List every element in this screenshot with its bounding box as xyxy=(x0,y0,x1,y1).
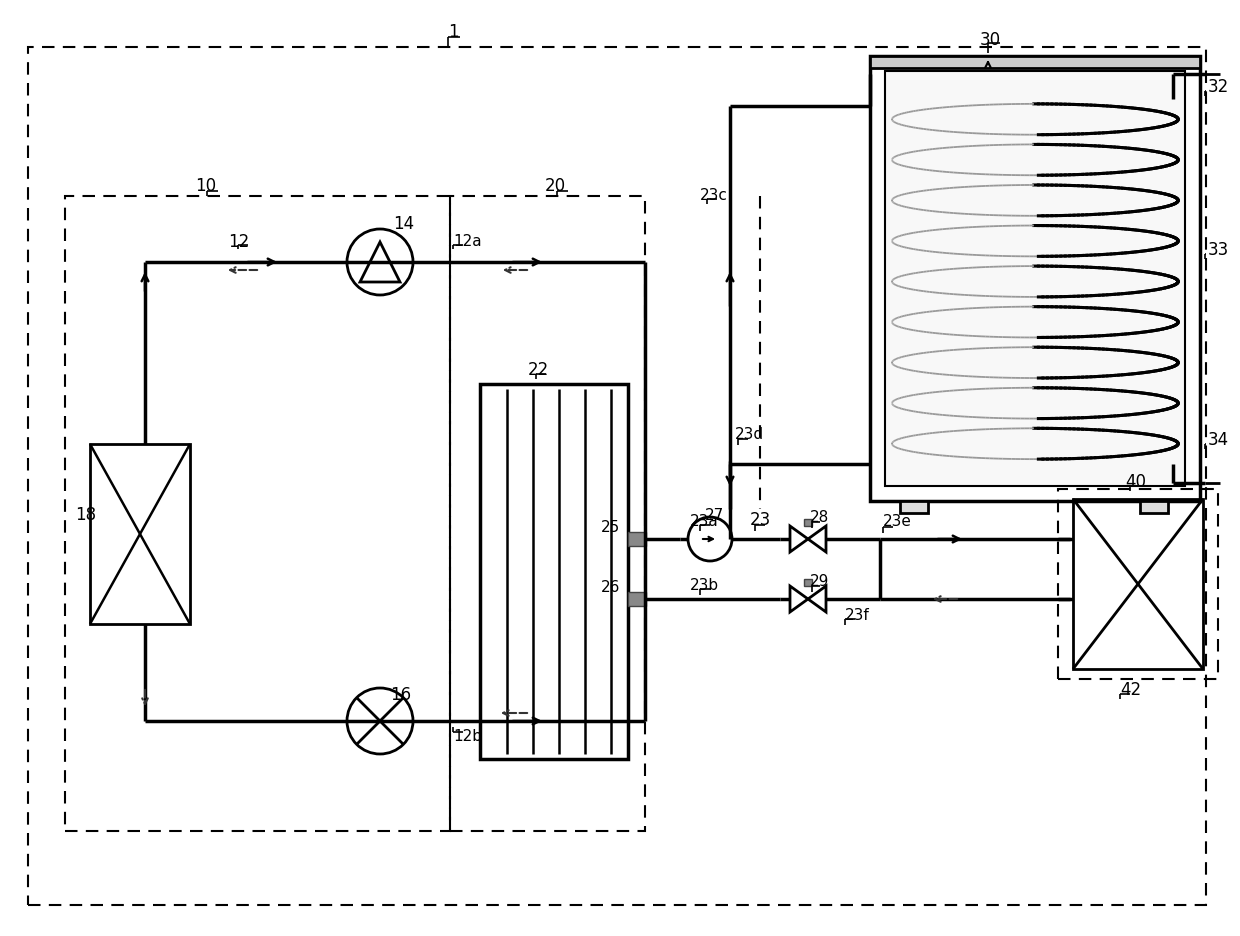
Text: 14: 14 xyxy=(393,214,414,233)
Circle shape xyxy=(688,518,732,562)
Polygon shape xyxy=(900,502,928,514)
Polygon shape xyxy=(1140,502,1168,514)
Text: 34: 34 xyxy=(1208,431,1229,448)
Text: 25: 25 xyxy=(600,519,620,535)
Text: 12a: 12a xyxy=(453,234,481,249)
Text: 29: 29 xyxy=(810,574,830,589)
Text: 32: 32 xyxy=(1208,78,1229,95)
Text: 23e: 23e xyxy=(883,514,911,529)
Text: 23c: 23c xyxy=(701,187,728,202)
Text: 18: 18 xyxy=(74,505,97,523)
Polygon shape xyxy=(870,57,1200,69)
Text: 28: 28 xyxy=(810,510,830,525)
Text: 23b: 23b xyxy=(689,577,719,592)
Text: 42: 42 xyxy=(1120,680,1141,698)
Polygon shape xyxy=(627,533,646,547)
Text: 23f: 23f xyxy=(844,607,869,622)
Text: 1: 1 xyxy=(448,23,459,41)
Text: 12: 12 xyxy=(228,233,249,251)
Text: 33: 33 xyxy=(1208,241,1229,258)
Polygon shape xyxy=(804,579,812,586)
Text: 20: 20 xyxy=(546,177,567,195)
Polygon shape xyxy=(804,519,812,526)
Polygon shape xyxy=(627,592,646,607)
Text: 23a: 23a xyxy=(689,514,719,529)
Text: 26: 26 xyxy=(600,580,620,595)
Text: 12b: 12b xyxy=(453,729,482,744)
Text: 40: 40 xyxy=(1125,473,1146,490)
Text: 30: 30 xyxy=(980,31,1001,49)
Text: 10: 10 xyxy=(195,177,216,195)
Text: 22: 22 xyxy=(528,360,549,378)
Text: 23d: 23d xyxy=(735,427,764,442)
Text: 16: 16 xyxy=(391,685,412,703)
Polygon shape xyxy=(885,72,1185,487)
Text: 27: 27 xyxy=(706,507,724,522)
Text: 23: 23 xyxy=(750,510,771,529)
